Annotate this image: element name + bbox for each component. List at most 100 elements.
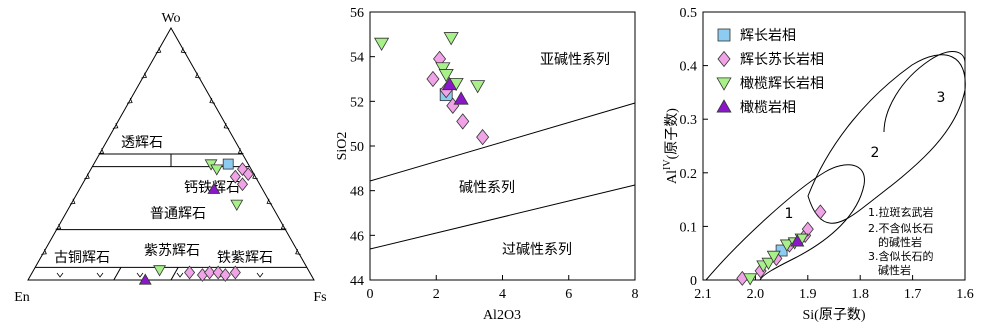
x-tick-label-2: 6	[565, 287, 572, 302]
y-tick-label-3: 0.1	[680, 220, 698, 235]
down-triangle-marker	[743, 273, 758, 286]
x-tick-label-3: 2.0	[747, 287, 765, 302]
up-triangle-marker	[138, 273, 152, 285]
tick-arrow-head	[98, 148, 105, 154]
x-tick-label-2: 8	[632, 287, 639, 302]
x-axis-label-2: Al2O3	[483, 308, 521, 323]
tick-arrow-head	[280, 223, 287, 230]
y-tick-label-3: 0.5	[680, 6, 698, 21]
tick-arrow-head	[127, 97, 133, 104]
left-edge-tick	[155, 47, 162, 54]
scatter-data-points-3	[736, 204, 827, 286]
vertex-wo-label: Wo	[161, 11, 180, 26]
up-triangle-marker	[441, 76, 458, 91]
bottom-edge-tick	[176, 272, 184, 278]
field-label-ferrohypersthene: 铁紫辉石	[217, 250, 273, 266]
left-edge-tick	[141, 72, 147, 79]
vertex-en-label: En	[14, 290, 30, 305]
diamond-marker	[476, 128, 490, 146]
up-triangle-marker	[790, 234, 805, 247]
diamond-marker	[236, 177, 249, 192]
note-2: 2.不含似长石	[868, 221, 934, 235]
x-tick-label-3: 1.9	[799, 287, 817, 302]
field-label-hypersthene: 紫苏辉石	[144, 243, 200, 259]
diamond-marker	[242, 167, 254, 182]
axis-ticks-3: 2.1 2.0 1.9 1.8 1.7 1.6 0 0.1 0.2 0.3 0.4 0.5	[680, 6, 974, 302]
right-edge-tick	[237, 148, 244, 154]
note-3: 3.含似长石的	[868, 249, 934, 263]
legend-item-label: 辉长岩相	[740, 28, 796, 44]
y-tick-label-2: 52	[350, 95, 364, 110]
tick-arrow-head	[69, 198, 76, 205]
bottom-edge-tick	[256, 272, 264, 278]
field-label-2: 2	[871, 145, 880, 161]
y-tick-label-2: 54	[350, 51, 364, 66]
field-boundary-1	[705, 164, 865, 281]
tick-arrow-head	[96, 272, 104, 278]
tick-arrow-head	[180, 47, 187, 54]
y-tick-label-2: 56	[350, 6, 364, 21]
field-boundary-3	[883, 51, 966, 133]
y-axis-label-3-sup: IV	[662, 159, 673, 170]
left-edge-tick	[84, 173, 90, 180]
tick-arrow-head	[266, 198, 273, 205]
right-edge-tick	[266, 198, 273, 205]
x-tick-label-2: 4	[499, 287, 506, 302]
right-edge-tick	[180, 47, 187, 54]
note-1: 1.拉斑玄武岩	[868, 205, 934, 219]
left-edge-tick	[127, 97, 133, 104]
y-tick-label-3: 0.3	[680, 113, 698, 128]
bottom-edge-tick	[136, 272, 144, 278]
tick-arrow-head	[56, 272, 64, 278]
tick-arrow-head	[209, 97, 215, 104]
down-triangle-marker	[438, 69, 454, 83]
y-axis-label-3: AlIV(原子数)	[662, 108, 680, 184]
plot-frame-3	[702, 11, 966, 281]
left-edge-tick	[69, 198, 76, 205]
bottom-edge-tick	[96, 272, 104, 278]
legend-item-label: 橄榄岩相	[740, 100, 796, 116]
ternary-divider	[113, 267, 122, 281]
peralkaline-alkaline-boundary	[369, 184, 636, 250]
diamond-marker	[426, 70, 440, 88]
left-edge-tick	[98, 148, 105, 154]
x-axis-label-2-text: Al2O3	[483, 308, 521, 323]
legend-marker	[717, 28, 731, 42]
tick-arrow-head	[223, 123, 230, 129]
legend-marker	[716, 99, 732, 113]
tick-arrow-head	[155, 47, 162, 54]
field-label-peralkaline: 过碱性系列	[502, 242, 572, 258]
ternary-field-boundaries	[35, 153, 307, 281]
x-tick-label-2: 2	[433, 287, 440, 302]
y-tick-label-3: 0.4	[680, 60, 698, 75]
tick-arrow-head	[136, 272, 144, 278]
y-tick-label-2: 48	[350, 185, 364, 200]
y-tick-label-3: 0.2	[680, 167, 698, 182]
bottom-edge-tick	[56, 272, 64, 278]
legend-marker	[717, 50, 731, 68]
down-triangle-marker	[470, 80, 486, 94]
left-edge-tick	[41, 249, 47, 255]
diamond-marker	[204, 265, 216, 280]
y-axis-label-3-main: Al	[665, 170, 680, 184]
right-edge-tick	[223, 123, 230, 129]
diamond-marker	[814, 204, 827, 220]
down-triangle-marker	[761, 257, 776, 270]
down-triangle-marker	[230, 199, 244, 211]
tick-arrow-head	[237, 148, 244, 154]
x-tick-label-3: 1.7	[904, 287, 922, 302]
y-tick-label-2: 44	[350, 274, 364, 289]
diamond-marker	[219, 268, 231, 282]
y-tick-label-3: 0	[690, 274, 697, 289]
field-label-3: 3	[937, 90, 946, 106]
diamond-marker	[801, 221, 814, 237]
legend-marker	[716, 77, 732, 91]
ternary-data-points	[138, 158, 254, 285]
tick-arrow-head	[252, 173, 258, 180]
right-edge-tick	[252, 173, 258, 180]
y-tick-label-2: 46	[350, 229, 364, 244]
down-triangle-marker	[766, 250, 781, 264]
